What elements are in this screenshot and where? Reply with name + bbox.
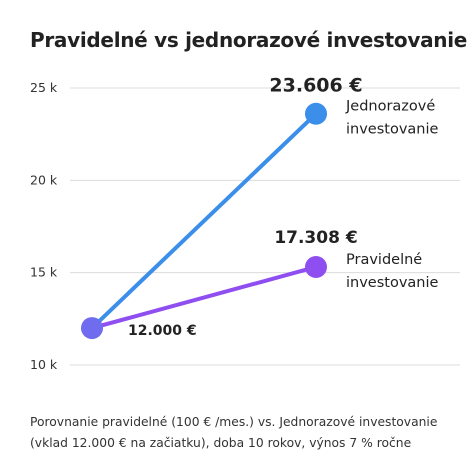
series-line-jednorazove-investovanie bbox=[90, 111, 318, 331]
end-value-label: 17.308 € bbox=[274, 228, 357, 248]
end-point-jednorazove-investovanie bbox=[305, 102, 327, 125]
chart-caption: Porovnanie pravidelné (100 € /mes.) vs. … bbox=[30, 412, 460, 454]
start-point bbox=[81, 317, 103, 340]
end-value-label: 23.606 € bbox=[269, 75, 362, 97]
y-tick-label: 10 k bbox=[30, 357, 58, 372]
caption-line-1: Porovnanie pravidelné (100 € /mes.) vs. … bbox=[30, 415, 438, 429]
series-name-label: Jednorazové bbox=[345, 99, 435, 115]
end-point-pravidelne-investovanie bbox=[305, 255, 327, 278]
label-layer: 10 k 15 k 20 k 25 k 12.000 € 23.606 € Jednoraz… bbox=[30, 75, 439, 372]
series-layer bbox=[81, 102, 327, 340]
series-line-pravidelne-investovanie bbox=[90, 264, 318, 331]
y-tick-label: 20 k bbox=[30, 172, 58, 187]
chart-title: Pravidelné vs jednorazové investovanie bbox=[30, 28, 468, 52]
start-value-label: 12.000 € bbox=[128, 323, 197, 339]
grid-layer bbox=[70, 87, 460, 366]
y-tick-label: 15 k bbox=[30, 265, 58, 280]
series-name-label: investovanie bbox=[346, 275, 439, 291]
series-name-label: investovanie bbox=[346, 122, 439, 138]
series-name-label: Pravidelné bbox=[346, 252, 422, 268]
caption-line-2: (vklad 12.000 € na začiatku), doba 10 ro… bbox=[30, 436, 412, 450]
y-tick-label: 25 k bbox=[30, 80, 58, 95]
